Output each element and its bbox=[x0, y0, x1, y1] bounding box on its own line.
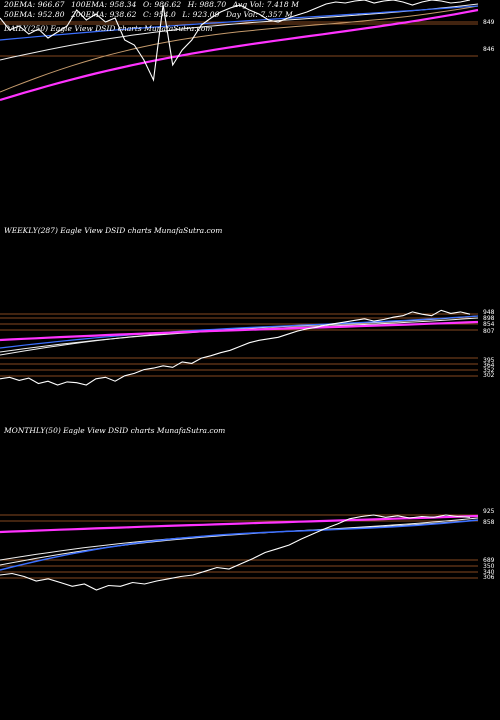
y-tick-label: 849 bbox=[483, 19, 495, 26]
y-tick-label: 846 bbox=[483, 46, 495, 53]
y-tick-label: 340 bbox=[483, 569, 495, 576]
daily-title: DAILY(250) Eagle View DSID charts Munafa… bbox=[4, 24, 213, 33]
stats-row-1: 20EMA: 966.67 100EMA: 958.34 O: 986.62 H… bbox=[4, 0, 303, 10]
price-line bbox=[0, 514, 471, 591]
y-tick-label: 807 bbox=[483, 328, 495, 335]
daily-panel: 849 846 20EMA: 966.67 100EMA: 958.34 O: 9… bbox=[0, 0, 500, 200]
daily-chart: 849 846 bbox=[0, 0, 495, 102]
stat-open: O: 986.62 bbox=[143, 0, 182, 9]
moving-average-line bbox=[0, 315, 479, 349]
y-tick-label: 925 bbox=[483, 508, 495, 515]
y-tick-label: 306 bbox=[483, 574, 495, 581]
y-tick-label: 948 bbox=[483, 309, 495, 316]
stat-100ema: 100EMA: 958.34 bbox=[71, 0, 137, 9]
weekly-title: WEEKLY(287) Eagle View DSID charts Munaf… bbox=[4, 226, 223, 235]
monthly-panel: 925 858 689 350 340 306 MONTHLY(50) Eagle Vie… bbox=[0, 420, 500, 620]
price-line bbox=[0, 309, 471, 386]
moving-average-line bbox=[0, 315, 479, 356]
price-line bbox=[0, 0, 471, 82]
stats-row-2: 50EMA: 952.80 200EMA: 938.62 C: 954.0 L:… bbox=[4, 10, 303, 20]
moving-average-line bbox=[0, 8, 479, 102]
monthly-title: MONTHLY(50) Eagle View DSID charts Munaf… bbox=[4, 426, 226, 435]
weekly-panel: 948 898 854 807 395 364 352 302 WEEKLY(287) Eag… bbox=[0, 220, 500, 420]
moving-average-line bbox=[0, 320, 479, 342]
y-tick-label: 689 bbox=[483, 557, 495, 564]
y-tick-label: 898 bbox=[483, 315, 495, 322]
y-tick-label: 364 bbox=[483, 362, 495, 369]
moving-average-line bbox=[0, 514, 479, 534]
y-tick-label: 352 bbox=[483, 367, 495, 374]
y-tick-label: 395 bbox=[483, 357, 495, 364]
y-tick-label: 350 bbox=[483, 563, 495, 570]
stat-20ema: 20EMA: 966.67 bbox=[4, 0, 65, 9]
y-tick-label: 854 bbox=[483, 321, 495, 328]
stat-avg-vol: Avg Vol: 7.418 M bbox=[232, 0, 300, 9]
y-tick-label: 302 bbox=[483, 372, 495, 379]
y-tick-label: 858 bbox=[483, 519, 495, 526]
stat-50ema: 50EMA: 952.80 bbox=[4, 10, 65, 19]
stat-close: C: 954.0 bbox=[143, 10, 176, 19]
stat-day-vol: Day Vol: 7.357 M bbox=[225, 10, 293, 19]
stat-200ema: 200EMA: 938.62 bbox=[71, 10, 137, 19]
stat-low: L: 923.09 bbox=[182, 10, 220, 19]
moving-average-line bbox=[0, 5, 479, 41]
moving-average-line bbox=[0, 519, 479, 571]
moving-average-line bbox=[0, 5, 479, 93]
stat-high: H: 988.70 bbox=[187, 0, 227, 9]
stats-header: 20EMA: 966.67 100EMA: 958.34 O: 986.62 H… bbox=[4, 0, 303, 20]
